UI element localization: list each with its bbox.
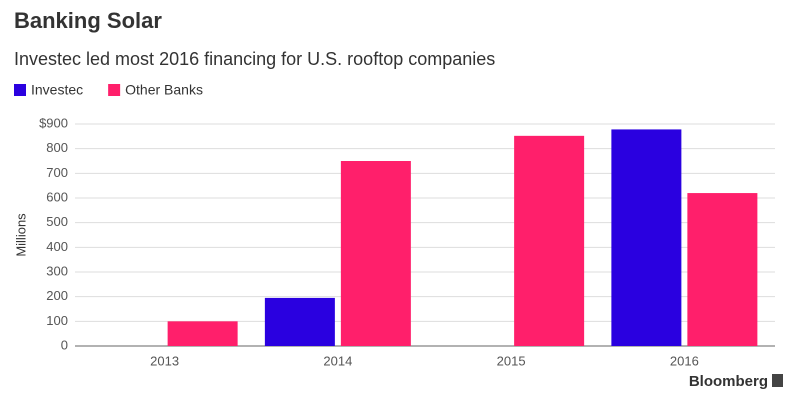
logo-icon (772, 374, 783, 387)
legend-swatch (108, 84, 121, 96)
y-tick-label: 300 (46, 263, 68, 278)
bar (340, 161, 411, 346)
source: Bloomberg (689, 373, 768, 390)
y-tick-label: 500 (46, 214, 68, 229)
x-tick-label: 2016 (670, 353, 699, 368)
y-tick-label: 700 (46, 165, 68, 180)
legend-swatch (14, 84, 26, 96)
chart-subtitle: Investec led most 2016 financing for U.S… (14, 49, 495, 69)
y-tick-label: 600 (46, 189, 68, 204)
y-tick-label: 200 (46, 288, 68, 303)
y-tick-label: 400 (46, 239, 68, 254)
bar (611, 129, 682, 346)
y-tick-label: 800 (46, 140, 68, 155)
x-tick-label: 2014 (323, 353, 352, 368)
x-tick-label: 2013 (150, 353, 179, 368)
bar (514, 135, 585, 346)
bar (167, 321, 238, 346)
y-tick-label: $900 (39, 115, 68, 130)
y-tick-label: 0 (61, 337, 68, 352)
bar (264, 297, 335, 346)
bar (687, 193, 758, 346)
chart-title: Banking Solar (14, 8, 162, 33)
x-tick-label: 2015 (497, 353, 526, 368)
legend-label: Other Banks (125, 82, 203, 98)
legend-label: Investec (31, 82, 83, 98)
y-tick-label: 100 (46, 313, 68, 328)
y-axis-label: Millions (13, 213, 28, 257)
